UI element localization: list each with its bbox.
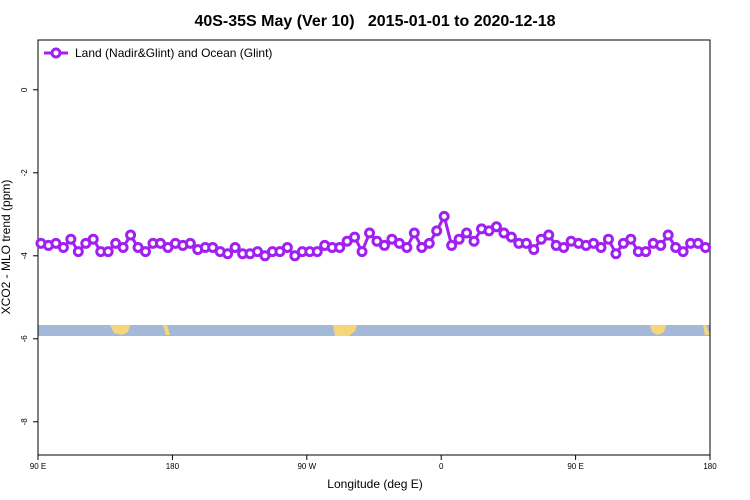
y-tick-label: -2	[20, 169, 29, 177]
y-tick-label: -4	[20, 252, 29, 260]
point	[408, 227, 420, 239]
point	[349, 231, 361, 243]
point	[602, 233, 614, 245]
point	[446, 239, 458, 251]
x-tick-label: 180	[703, 462, 717, 471]
land-ocean-strip	[38, 325, 710, 336]
point	[640, 246, 652, 258]
point	[700, 242, 712, 253]
chart-title: 40S-35S May (Ver 10) 2015-01-01 to 2020-…	[194, 13, 555, 30]
point	[72, 246, 84, 258]
point	[378, 239, 390, 251]
point	[117, 242, 129, 253]
point	[453, 233, 465, 245]
point	[528, 244, 540, 256]
point	[461, 227, 473, 239]
point	[431, 225, 443, 237]
y-axis-label: XCO2 - MLO trend (ppm)	[0, 180, 13, 315]
point	[334, 242, 346, 253]
point	[281, 242, 293, 253]
point	[311, 246, 323, 258]
point	[490, 221, 502, 233]
y-tick-label: -8	[20, 418, 29, 426]
x-tick-label: 90 E	[567, 462, 583, 471]
point	[625, 233, 637, 245]
point	[423, 237, 435, 249]
point	[364, 227, 376, 239]
point	[595, 242, 607, 253]
point	[229, 242, 241, 253]
legend-label: Land (Nadir&Glint) and Ocean (Glint)	[75, 46, 272, 60]
point	[184, 237, 196, 249]
point	[468, 235, 480, 247]
y-tick-label: 0	[20, 87, 29, 92]
x-tick-label: 90 E	[30, 462, 46, 471]
point	[655, 239, 667, 251]
point	[543, 229, 555, 241]
legend: Land (Nadir&Glint) and Ocean (Glint)	[44, 46, 272, 60]
point	[662, 229, 674, 241]
point	[125, 229, 137, 241]
y-tick-label: -6	[20, 335, 29, 343]
x-axis-label: Longitude (deg E)	[327, 477, 422, 491]
point	[505, 231, 517, 243]
point	[401, 242, 413, 253]
legend-marker	[50, 47, 62, 59]
point	[87, 233, 99, 245]
point	[140, 246, 152, 258]
x-tick-label: 0	[439, 462, 444, 471]
point	[222, 248, 234, 260]
point	[356, 246, 368, 258]
point	[520, 237, 532, 249]
point	[65, 233, 77, 245]
point	[558, 242, 570, 253]
point	[102, 246, 114, 258]
x-tick-label: 90 W	[297, 462, 316, 471]
x-tick-label: 180	[166, 462, 180, 471]
point	[57, 242, 69, 253]
point	[677, 246, 689, 258]
point	[610, 248, 622, 260]
point	[438, 210, 450, 222]
